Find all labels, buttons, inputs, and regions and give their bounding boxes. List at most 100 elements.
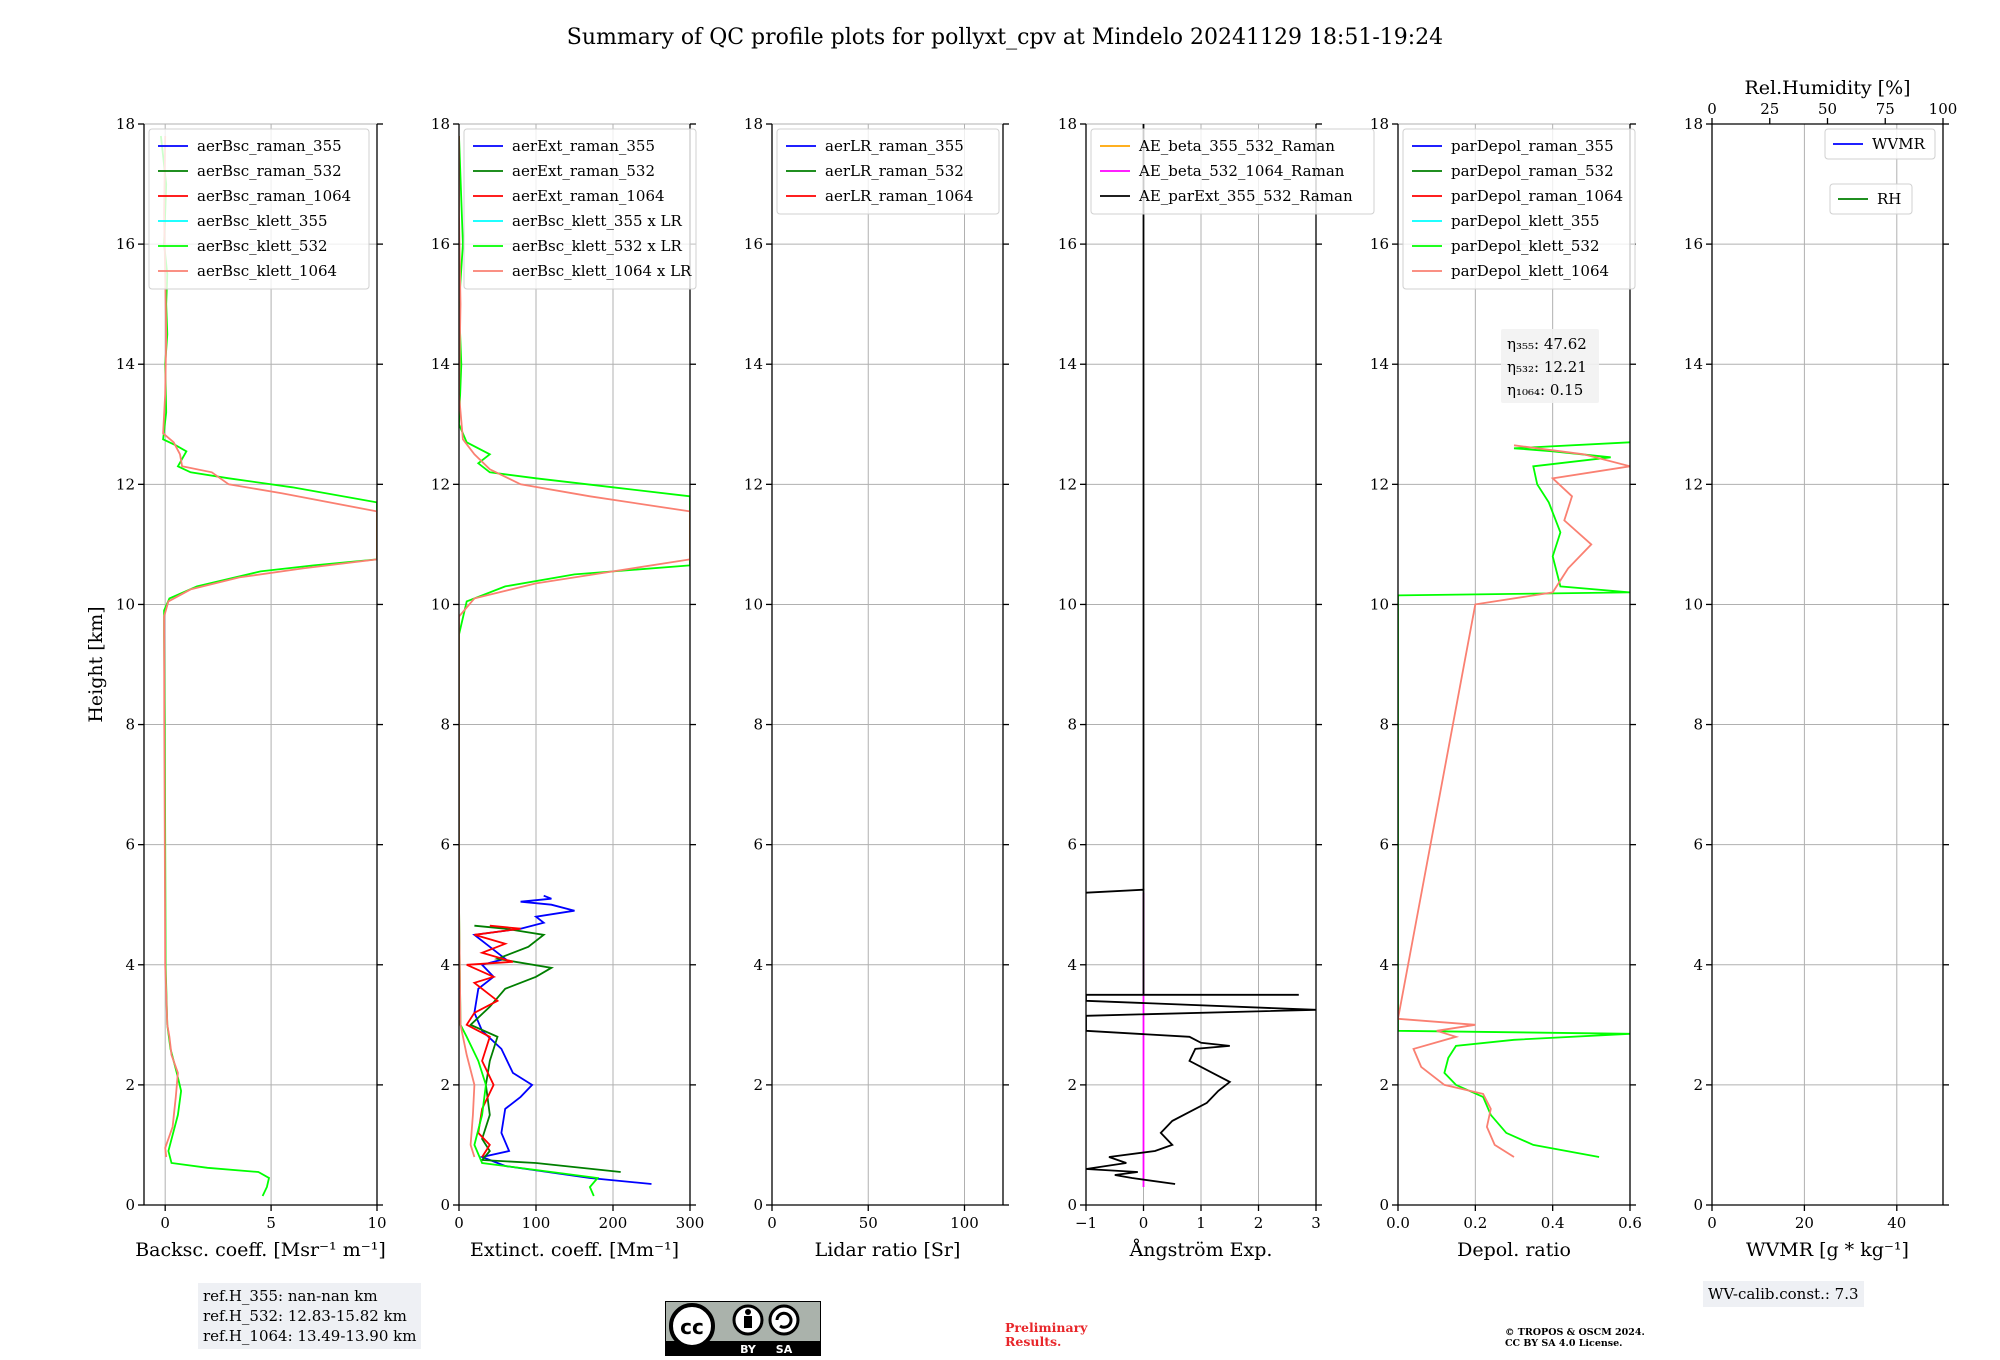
panel-2: 0 2 4 6 8 10 12 14 16 18 0 100 200 300 Extinct. coeff.…	[431, 115, 704, 1261]
x-tick-label: 0	[160, 1214, 170, 1232]
y-tick-label: 2	[753, 1076, 763, 1094]
wv-calibration-box: WV-calib.const.: 7.3	[1703, 1281, 1864, 1307]
x-tick-label: 0	[1707, 1214, 1717, 1232]
cc-sa-label: SA	[776, 1343, 793, 1356]
legend-box	[776, 128, 1000, 215]
y-tick-label: 10	[1684, 595, 1703, 613]
x-tick-label: 0.6	[1618, 1214, 1642, 1232]
x-axis-label: Extinct. coeff. [Mm⁻¹]	[470, 1239, 679, 1261]
y-tick-label: 6	[1693, 836, 1703, 854]
legend-label: aerBsc_raman_532	[197, 162, 342, 180]
y-tick-label: 12	[744, 475, 763, 493]
y-tick-label: 12	[1058, 475, 1077, 493]
ref-height-532: ref.H_532: 12.83-15.82 km	[203, 1307, 407, 1325]
y-tick-label: 18	[744, 115, 763, 133]
x-axis-label: Lidar ratio [Sr]	[815, 1239, 961, 1261]
y-tick-label: 18	[116, 115, 135, 133]
y-tick-label: 0	[1693, 1196, 1703, 1214]
x-tick-label: 0.2	[1463, 1214, 1487, 1232]
y-tick-label: 16	[1058, 235, 1077, 253]
legend-label: AE_beta_355_532_Raman	[1138, 137, 1335, 155]
y-tick-label: 12	[116, 475, 135, 493]
preliminary-results-note: Preliminary Results.	[1005, 1320, 1088, 1349]
legend-box	[1402, 128, 1636, 290]
x-tick-label: 1	[1196, 1214, 1206, 1232]
y-tick-label: 12	[431, 475, 450, 493]
panel-5: 0 2 4 6 8 10 12 14 16 18 0.0 0.2 0.4 0.6 Depol. ratio p…	[1370, 115, 1642, 1261]
ref-height-355: ref.H_355: nan-nan km	[203, 1287, 378, 1305]
legend-label: aerLR_raman_1064	[825, 187, 973, 205]
x2-tick-label: 100	[1929, 100, 1958, 118]
y-tick-label: 10	[1370, 595, 1389, 613]
y-tick-label: 16	[1370, 235, 1389, 253]
legend: WVMR RH	[1824, 128, 1936, 215]
legend-label: parDepol_klett_532	[1451, 237, 1600, 255]
cc-by-label: BY	[740, 1343, 757, 1356]
x-tick-label: −1	[1075, 1214, 1097, 1232]
legend-label: parDepol_klett_1064	[1451, 262, 1609, 280]
figure-title: Summary of QC profile plots for pollyxt_…	[567, 25, 1443, 50]
panel-1: 0 2 4 6 8 10 12 14 16 18 0 5 10 Backsc. coeff. [Msr⁻¹…	[85, 115, 387, 1261]
y-tick-label: 14	[744, 355, 763, 373]
y-tick-label: 0	[440, 1196, 450, 1214]
series-line	[1398, 441, 1630, 1158]
reference-height-box: ref.H_355: nan-nan km ref.H_532: 12.83-1…	[198, 1283, 422, 1349]
x-tick-label: 5	[266, 1214, 276, 1232]
annotation-line: η₃₅₅: 47.62	[1507, 335, 1587, 353]
y-tick-label: 8	[1067, 716, 1077, 734]
y-tick-label: 12	[1370, 475, 1389, 493]
legend-label: aerBsc_raman_1064	[197, 187, 351, 205]
y-tick-label: 6	[440, 836, 450, 854]
legend-label: aerBsc_klett_1064 x LR	[512, 262, 692, 280]
legend-label: aerBsc_klett_532 x LR	[512, 237, 683, 255]
y-tick-label: 18	[1684, 115, 1703, 133]
x-tick-label: 100	[522, 1214, 551, 1232]
annotation-line: η₅₃₂: 12.21	[1507, 358, 1587, 376]
y-tick-label: 10	[116, 595, 135, 613]
x-tick-label: 0	[767, 1214, 777, 1232]
legend-label: parDepol_raman_1064	[1451, 187, 1623, 205]
y-tick-label: 0	[1379, 1196, 1389, 1214]
legend: aerLR_raman_355 aerLR_raman_532 aerLR_rama…	[776, 128, 1000, 215]
y-tick-label: 14	[1370, 355, 1389, 373]
y-tick-label: 14	[116, 355, 135, 373]
x-axis-label: Ångström Exp.	[1129, 1239, 1273, 1261]
y-tick-label: 8	[1379, 716, 1389, 734]
series-line	[1398, 444, 1630, 1158]
copyright-note: © TROPOS & OSCM 2024. CC BY SA 4.0 Licen…	[1505, 1327, 1645, 1349]
y-tick-label: 2	[1379, 1076, 1389, 1094]
panel-3: 0 2 4 6 8 10 12 14 16 18 0 50 100 Lidar ratio [Sr] aer…	[744, 115, 1009, 1261]
legend-label: aerExt_raman_1064	[512, 187, 665, 205]
y-tick-label: 4	[440, 956, 450, 974]
y-tick-label: 2	[1067, 1076, 1077, 1094]
x-tick-label: 2	[1254, 1214, 1264, 1232]
svg-text:cc: cc	[680, 1315, 704, 1339]
x-tick-label: 3	[1311, 1214, 1321, 1232]
y-tick-label: 4	[753, 956, 763, 974]
y-tick-label: 4	[1379, 956, 1389, 974]
annotation-line: η₁₀₆₄: 0.15	[1507, 381, 1583, 399]
x-tick-label: 0.4	[1541, 1214, 1565, 1232]
legend: aerExt_raman_355 aerExt_raman_532 aerExt_r…	[463, 128, 697, 290]
x2-axis-label: Rel.Humidity [%]	[1744, 77, 1910, 99]
y-tick-label: 16	[116, 235, 135, 253]
y-tick-label: 6	[1067, 836, 1077, 854]
legend-label: aerExt_raman_532	[512, 162, 655, 180]
y-tick-label: 14	[431, 355, 450, 373]
y-tick-label: 4	[1693, 956, 1703, 974]
x-tick-label: 100	[950, 1214, 979, 1232]
y-tick-label: 16	[431, 235, 450, 253]
legend-label: aerBsc_raman_355	[197, 137, 342, 155]
y-tick-label: 0	[125, 1196, 135, 1214]
annotation-box	[1501, 329, 1599, 403]
legend-label: aerBsc_klett_532	[197, 237, 328, 255]
legend-label: AE_parExt_355_532_Raman	[1138, 187, 1353, 205]
y-tick-label: 14	[1058, 355, 1077, 373]
x-tick-label: 200	[599, 1214, 628, 1232]
series-line	[472, 894, 652, 1185]
y-axis-label: Height [km]	[85, 606, 107, 722]
legend: aerBsc_raman_355 aerBsc_raman_532 aerBsc_r…	[148, 128, 370, 290]
y-tick-label: 10	[431, 595, 450, 613]
legend-box	[148, 128, 370, 290]
